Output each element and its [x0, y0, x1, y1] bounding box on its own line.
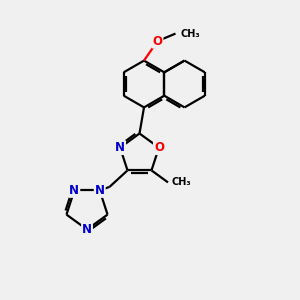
Text: N: N: [95, 184, 105, 197]
Text: O: O: [154, 141, 164, 154]
Text: N: N: [69, 184, 79, 197]
Text: O: O: [152, 34, 163, 48]
Text: CH₃: CH₃: [181, 28, 200, 39]
Text: CH₃: CH₃: [172, 177, 191, 188]
Text: N: N: [115, 141, 125, 154]
Text: N: N: [82, 223, 92, 236]
